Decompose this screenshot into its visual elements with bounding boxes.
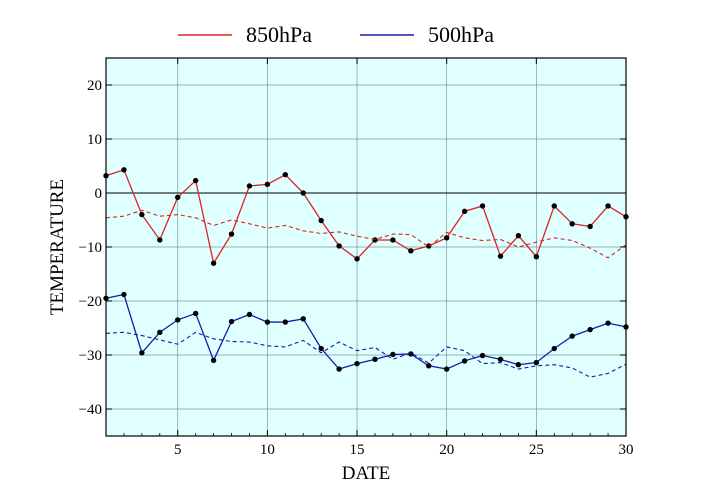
- data-point: [461, 358, 468, 364]
- data-point: [372, 356, 378, 363]
- data-point: [228, 231, 235, 237]
- data-point: [157, 237, 163, 243]
- data-point: [533, 359, 540, 366]
- data-point: [228, 318, 235, 325]
- data-point: [139, 211, 145, 218]
- data-point: [300, 316, 306, 322]
- data-point: [336, 366, 342, 372]
- data-point: [569, 221, 575, 227]
- data-point: [354, 256, 360, 262]
- data-point: [408, 351, 414, 357]
- data-point: [605, 320, 611, 326]
- x-tick-label: 20: [439, 442, 454, 458]
- y-axis-title: TEMPERATURE: [47, 179, 68, 315]
- data-point: [192, 177, 199, 184]
- data-point: [264, 319, 271, 325]
- data-point: [175, 194, 181, 201]
- data-point: [515, 362, 522, 368]
- y-tick-label: −40: [79, 402, 102, 418]
- data-point: [246, 311, 253, 318]
- y-tick-label: −10: [79, 240, 102, 256]
- data-point: [300, 190, 306, 196]
- data-point: [533, 254, 540, 260]
- y-tick-label: −20: [79, 294, 102, 310]
- data-point: [175, 317, 181, 323]
- data-point: [246, 183, 253, 189]
- ticks: 5 10 15 20 25 30 −40 −30 −20 −10 0 10 20: [79, 58, 634, 458]
- data-point: [497, 356, 504, 363]
- data-point: [210, 357, 217, 364]
- data-point: [121, 167, 127, 173]
- series-line-4: [105, 331, 627, 378]
- legend: 850hPa 500hPa: [178, 22, 494, 47]
- data-point: [479, 203, 486, 209]
- data-point: [264, 181, 271, 188]
- legend-label-500hpa: 500hPa: [428, 22, 494, 47]
- data-point: [605, 203, 611, 209]
- data-point: [408, 248, 414, 254]
- data-point: [587, 223, 593, 230]
- series-group: [103, 167, 629, 378]
- y-tick-label: 20: [87, 78, 102, 94]
- data-point: [443, 366, 450, 372]
- data-point: [390, 351, 396, 358]
- data-point: [587, 326, 593, 333]
- series-line-2: [105, 209, 627, 259]
- data-point: [318, 217, 324, 224]
- data-point: [192, 310, 199, 317]
- data-point: [443, 235, 450, 241]
- data-point: [336, 243, 342, 249]
- data-point: [282, 171, 289, 178]
- data-point: [426, 243, 432, 249]
- y-tick-label: 10: [87, 132, 102, 148]
- data-point: [479, 352, 486, 359]
- data-point: [551, 203, 557, 209]
- data-point: [497, 253, 504, 259]
- y-tick-label: 0: [95, 186, 103, 202]
- data-point: [121, 291, 127, 298]
- series-line-1: [105, 168, 627, 265]
- data-point: [157, 329, 163, 336]
- x-tick-label: 30: [619, 442, 634, 458]
- data-point: [282, 319, 289, 325]
- data-point: [551, 345, 557, 352]
- x-tick-label: 10: [260, 442, 275, 458]
- x-axis-title: DATE: [342, 463, 391, 484]
- data-point: [210, 260, 217, 266]
- legend-label-850hpa: 850hPa: [246, 22, 312, 47]
- data-point: [461, 208, 468, 215]
- data-point: [426, 363, 432, 369]
- data-point: [354, 360, 360, 367]
- x-tick-label: 5: [174, 442, 182, 458]
- series-line-3: [105, 293, 627, 370]
- data-point: [515, 232, 522, 239]
- data-point: [139, 350, 145, 356]
- data-point: [318, 345, 324, 352]
- data-point: [390, 237, 396, 243]
- y-tick-label: −30: [79, 348, 102, 364]
- x-tick-label: 15: [350, 442, 365, 458]
- data-point: [569, 333, 575, 339]
- x-tick-label: 25: [529, 442, 544, 458]
